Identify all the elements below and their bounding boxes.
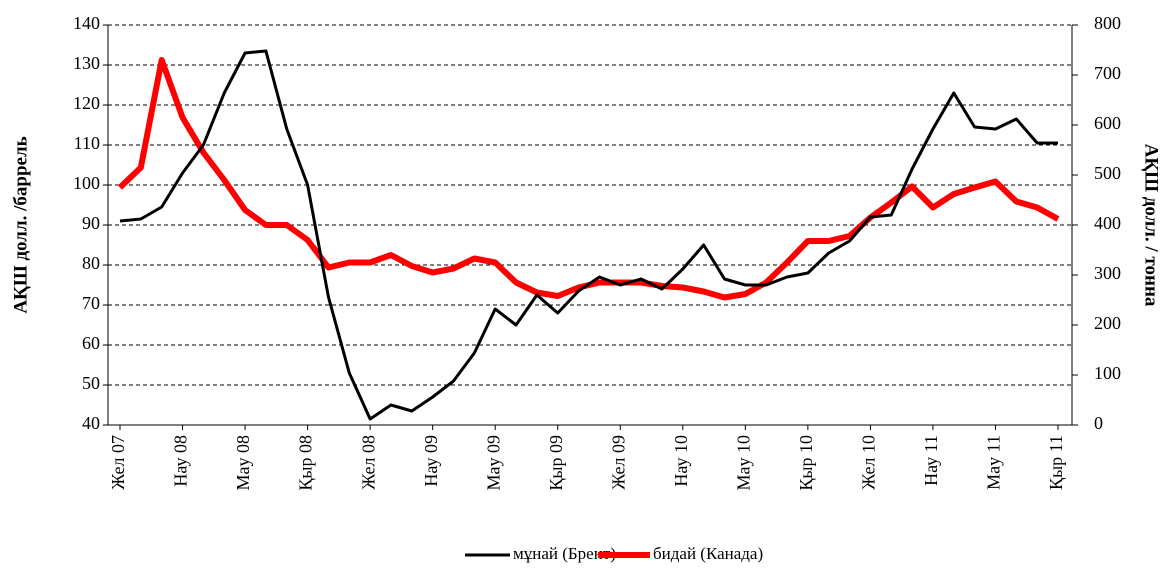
- y-tick-label: 90: [82, 213, 100, 233]
- y2-tick-label: 400: [1094, 213, 1121, 233]
- x-tick-label: Жел 08: [358, 435, 378, 490]
- x-tick-label: May 09: [483, 435, 503, 491]
- x-tick-label: Нау 11: [921, 435, 941, 486]
- x-tick-label: Жел 07: [108, 435, 128, 490]
- y2-tick-label: 200: [1094, 313, 1121, 333]
- x-tick-label: Қыр 08: [296, 435, 316, 491]
- y-tick-label: 130: [73, 53, 100, 73]
- y2-tick-label: 0: [1094, 413, 1103, 433]
- y-tick-label: 70: [82, 293, 100, 313]
- x-tick-label: Жел 09: [608, 435, 628, 490]
- y2-tick-label: 600: [1094, 113, 1121, 133]
- y-tick-label: 40: [82, 413, 100, 433]
- y2-tick-label: 100: [1094, 363, 1121, 383]
- y-tick-label: 140: [73, 13, 100, 33]
- y-axis-label: АҚШ долл. /баррель: [10, 136, 31, 313]
- data-line: [119, 49, 1058, 421]
- x-tick-label: Қыр 10: [796, 435, 816, 491]
- y2-tick-label: 800: [1094, 13, 1121, 33]
- y-tick-label: 100: [73, 173, 100, 193]
- x-tick-label: May 11: [984, 435, 1004, 490]
- legend-label: мұнай (Брент): [513, 544, 616, 563]
- y-tick-label: 80: [82, 253, 100, 273]
- y-tick-label: 50: [82, 373, 100, 393]
- y2-tick-label: 300: [1094, 263, 1121, 283]
- x-tick-label: Нау 09: [421, 435, 441, 487]
- legend-label: бидай (Канада): [653, 544, 763, 563]
- y2-tick-label: 700: [1094, 63, 1121, 83]
- x-tick-label: Нау 08: [171, 435, 191, 487]
- y-tick-label: 110: [74, 133, 100, 153]
- y2-axis-label: АҚШ долл. / тонна: [1141, 144, 1162, 307]
- x-tick-label: May 08: [233, 435, 253, 491]
- x-tick-label: Жел 10: [859, 435, 879, 490]
- x-tick-label: Қыр 09: [546, 435, 566, 491]
- x-tick-label: Қыр 11: [1046, 435, 1066, 490]
- y2-tick-label: 500: [1094, 163, 1121, 183]
- x-tick-label: Нау 10: [671, 435, 691, 487]
- x-tick-label: May 10: [733, 435, 753, 491]
- y-tick-label: 120: [73, 93, 100, 113]
- data-line: [117, 57, 1060, 301]
- y-tick-label: 60: [82, 333, 100, 353]
